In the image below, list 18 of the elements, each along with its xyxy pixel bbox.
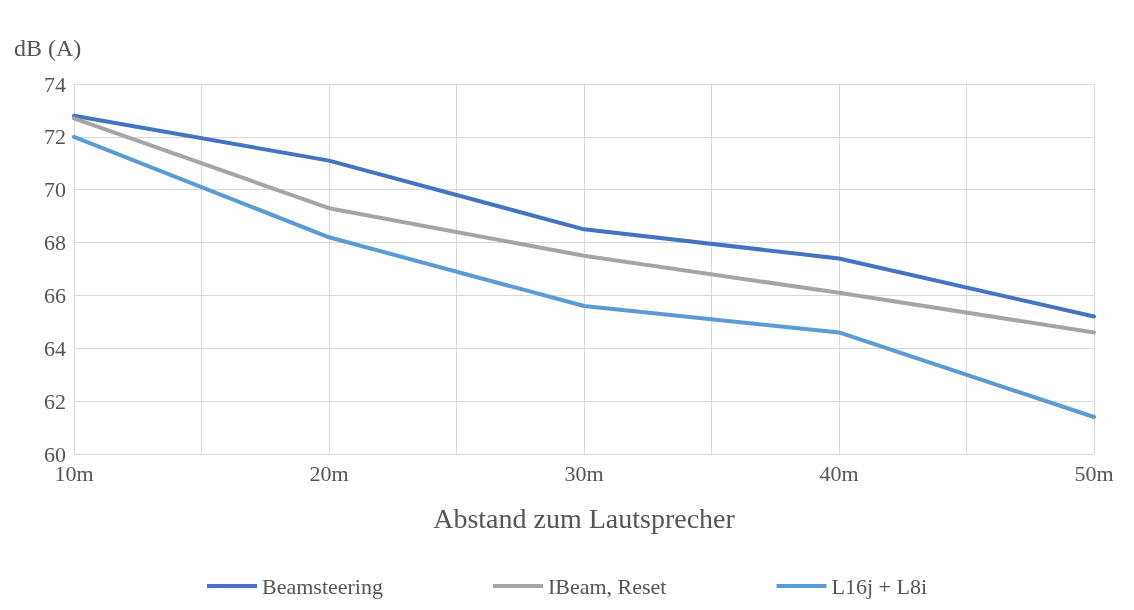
y-tick-label: 64 [44, 335, 66, 361]
y-axis-title: dB (A) [14, 35, 82, 61]
y-tick-label: 72 [44, 124, 66, 150]
x-tick-label: 40m [819, 460, 859, 486]
y-tick-label: 62 [44, 388, 66, 414]
x-tick-label: 20m [309, 460, 349, 486]
y-tick-label: 60 [44, 441, 66, 467]
y-tick-label: 68 [44, 230, 66, 256]
legend-label: Beamsteering [262, 573, 383, 599]
legend-label: L16j + L8i [831, 573, 927, 599]
line-series [72, 134, 1096, 419]
y-tick-label: 66 [44, 282, 66, 308]
x-tick-label: 30m [564, 460, 604, 486]
y-tick-label: 74 [44, 71, 66, 97]
y-tick-label: 70 [44, 177, 66, 203]
x-axis-title: Abstand zum Lautsprecher [433, 502, 736, 534]
x-tick-label: 50m [1074, 460, 1114, 486]
legend-label: IBeam, Reset [547, 573, 667, 599]
